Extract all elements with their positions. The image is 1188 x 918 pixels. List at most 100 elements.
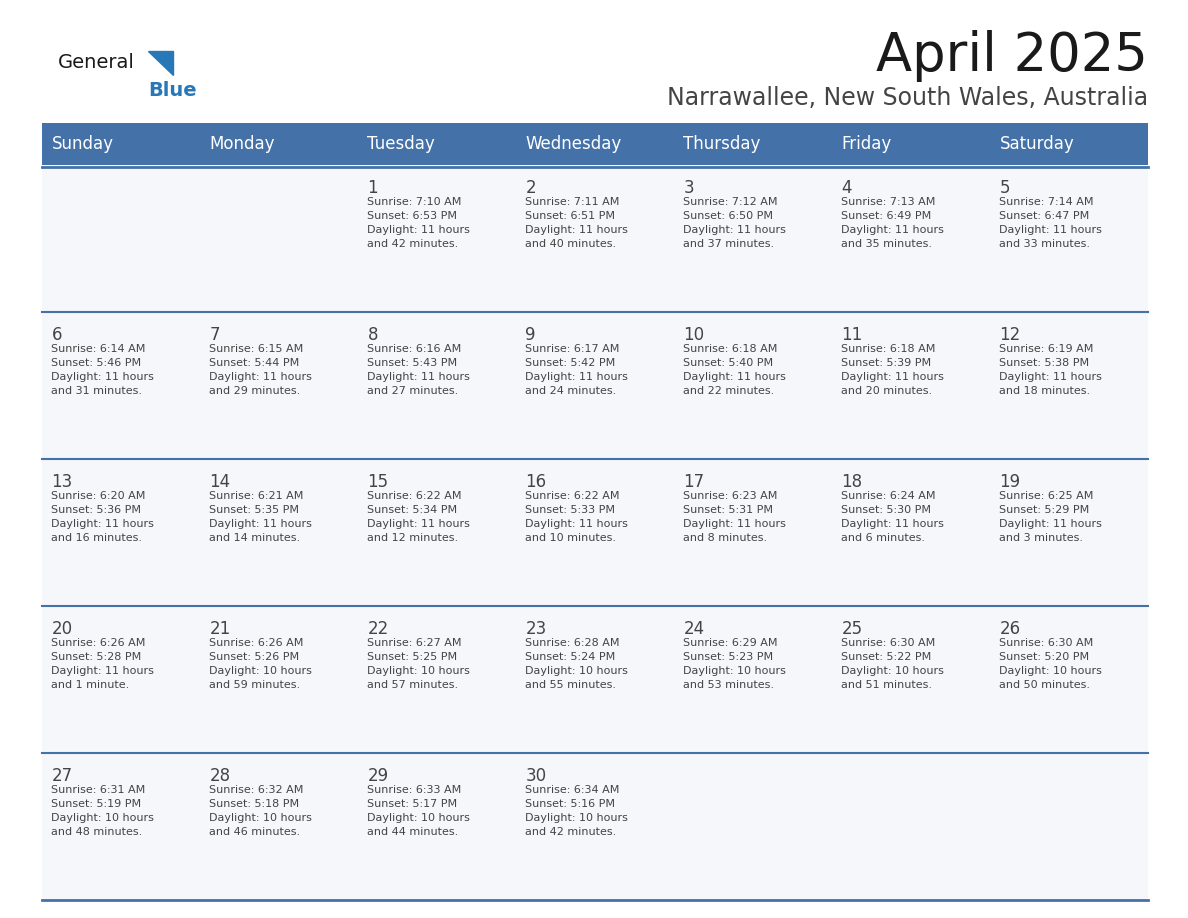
Text: 4: 4: [841, 179, 852, 197]
Text: Sunrise: 6:19 AM
Sunset: 5:38 PM
Daylight: 11 hours
and 18 minutes.: Sunrise: 6:19 AM Sunset: 5:38 PM Dayligh…: [999, 344, 1102, 396]
Bar: [674, 165, 832, 312]
Text: Blue: Blue: [148, 81, 197, 99]
Text: Sunrise: 6:30 AM
Sunset: 5:20 PM
Daylight: 10 hours
and 50 minutes.: Sunrise: 6:30 AM Sunset: 5:20 PM Dayligh…: [999, 638, 1102, 690]
Bar: [516, 459, 674, 606]
Text: Sunrise: 6:22 AM
Sunset: 5:33 PM
Daylight: 11 hours
and 10 minutes.: Sunrise: 6:22 AM Sunset: 5:33 PM Dayligh…: [525, 491, 628, 543]
Text: 1: 1: [367, 179, 378, 197]
Text: 27: 27: [51, 767, 72, 785]
Bar: [358, 165, 516, 312]
Bar: [990, 312, 1148, 459]
Text: Sunrise: 7:10 AM
Sunset: 6:53 PM
Daylight: 11 hours
and 42 minutes.: Sunrise: 7:10 AM Sunset: 6:53 PM Dayligh…: [367, 197, 470, 249]
Bar: [674, 606, 832, 753]
Bar: [42, 459, 200, 606]
Text: Sunrise: 7:12 AM
Sunset: 6:50 PM
Daylight: 11 hours
and 37 minutes.: Sunrise: 7:12 AM Sunset: 6:50 PM Dayligh…: [683, 197, 786, 249]
Bar: [832, 165, 990, 312]
Text: 29: 29: [367, 767, 388, 785]
Text: 26: 26: [999, 620, 1020, 638]
Bar: [990, 606, 1148, 753]
Bar: [200, 753, 358, 900]
Text: Sunrise: 6:14 AM
Sunset: 5:46 PM
Daylight: 11 hours
and 31 minutes.: Sunrise: 6:14 AM Sunset: 5:46 PM Dayligh…: [51, 344, 154, 396]
Text: Tuesday: Tuesday: [367, 135, 435, 153]
Text: Sunrise: 6:33 AM
Sunset: 5:17 PM
Daylight: 10 hours
and 44 minutes.: Sunrise: 6:33 AM Sunset: 5:17 PM Dayligh…: [367, 785, 470, 837]
Text: Sunday: Sunday: [51, 135, 114, 153]
Bar: [358, 459, 516, 606]
Text: Monday: Monday: [209, 135, 274, 153]
Text: 23: 23: [525, 620, 546, 638]
Text: Sunrise: 6:17 AM
Sunset: 5:42 PM
Daylight: 11 hours
and 24 minutes.: Sunrise: 6:17 AM Sunset: 5:42 PM Dayligh…: [525, 344, 628, 396]
Bar: [832, 753, 990, 900]
Bar: [832, 459, 990, 606]
Bar: [358, 753, 516, 900]
Text: Sunrise: 7:14 AM
Sunset: 6:47 PM
Daylight: 11 hours
and 33 minutes.: Sunrise: 7:14 AM Sunset: 6:47 PM Dayligh…: [999, 197, 1102, 249]
Text: Sunrise: 6:21 AM
Sunset: 5:35 PM
Daylight: 11 hours
and 14 minutes.: Sunrise: 6:21 AM Sunset: 5:35 PM Dayligh…: [209, 491, 312, 543]
Bar: [200, 459, 358, 606]
Text: Wednesday: Wednesday: [525, 135, 621, 153]
Text: 5: 5: [999, 179, 1010, 197]
Text: Sunrise: 6:24 AM
Sunset: 5:30 PM
Daylight: 11 hours
and 6 minutes.: Sunrise: 6:24 AM Sunset: 5:30 PM Dayligh…: [841, 491, 944, 543]
Text: 7: 7: [209, 326, 220, 344]
Text: Friday: Friday: [841, 135, 892, 153]
Bar: [42, 165, 200, 312]
Bar: [42, 753, 200, 900]
Text: 28: 28: [209, 767, 230, 785]
Text: 11: 11: [841, 326, 862, 344]
Text: Sunrise: 6:29 AM
Sunset: 5:23 PM
Daylight: 10 hours
and 53 minutes.: Sunrise: 6:29 AM Sunset: 5:23 PM Dayligh…: [683, 638, 786, 690]
Text: Sunrise: 6:23 AM
Sunset: 5:31 PM
Daylight: 11 hours
and 8 minutes.: Sunrise: 6:23 AM Sunset: 5:31 PM Dayligh…: [683, 491, 786, 543]
Bar: [42, 312, 200, 459]
Text: Sunrise: 7:11 AM
Sunset: 6:51 PM
Daylight: 11 hours
and 40 minutes.: Sunrise: 7:11 AM Sunset: 6:51 PM Dayligh…: [525, 197, 628, 249]
Text: 17: 17: [683, 473, 704, 491]
Text: 30: 30: [525, 767, 546, 785]
Text: 21: 21: [209, 620, 230, 638]
Text: Sunrise: 6:25 AM
Sunset: 5:29 PM
Daylight: 11 hours
and 3 minutes.: Sunrise: 6:25 AM Sunset: 5:29 PM Dayligh…: [999, 491, 1102, 543]
Bar: [516, 606, 674, 753]
Text: Sunrise: 6:34 AM
Sunset: 5:16 PM
Daylight: 10 hours
and 42 minutes.: Sunrise: 6:34 AM Sunset: 5:16 PM Dayligh…: [525, 785, 628, 837]
Text: Sunrise: 6:15 AM
Sunset: 5:44 PM
Daylight: 11 hours
and 29 minutes.: Sunrise: 6:15 AM Sunset: 5:44 PM Dayligh…: [209, 344, 312, 396]
Bar: [358, 312, 516, 459]
Bar: [42, 606, 200, 753]
Text: Sunrise: 6:27 AM
Sunset: 5:25 PM
Daylight: 10 hours
and 57 minutes.: Sunrise: 6:27 AM Sunset: 5:25 PM Dayligh…: [367, 638, 470, 690]
Text: General: General: [58, 53, 135, 73]
Text: Saturday: Saturday: [999, 135, 1074, 153]
Bar: [990, 459, 1148, 606]
Text: April 2025: April 2025: [876, 30, 1148, 82]
Bar: [516, 165, 674, 312]
Text: 10: 10: [683, 326, 704, 344]
Text: Sunrise: 6:32 AM
Sunset: 5:18 PM
Daylight: 10 hours
and 46 minutes.: Sunrise: 6:32 AM Sunset: 5:18 PM Dayligh…: [209, 785, 312, 837]
Text: Sunrise: 6:31 AM
Sunset: 5:19 PM
Daylight: 10 hours
and 48 minutes.: Sunrise: 6:31 AM Sunset: 5:19 PM Dayligh…: [51, 785, 154, 837]
Text: 6: 6: [51, 326, 62, 344]
Text: 2: 2: [525, 179, 536, 197]
Text: 14: 14: [209, 473, 230, 491]
Bar: [42, 123, 1148, 165]
Text: 24: 24: [683, 620, 704, 638]
Text: 25: 25: [841, 620, 862, 638]
Text: Sunrise: 6:18 AM
Sunset: 5:40 PM
Daylight: 11 hours
and 22 minutes.: Sunrise: 6:18 AM Sunset: 5:40 PM Dayligh…: [683, 344, 786, 396]
Text: 19: 19: [999, 473, 1020, 491]
Text: 9: 9: [525, 326, 536, 344]
Bar: [200, 312, 358, 459]
Bar: [200, 165, 358, 312]
Text: 13: 13: [51, 473, 72, 491]
Text: Sunrise: 6:16 AM
Sunset: 5:43 PM
Daylight: 11 hours
and 27 minutes.: Sunrise: 6:16 AM Sunset: 5:43 PM Dayligh…: [367, 344, 470, 396]
Text: Sunrise: 7:13 AM
Sunset: 6:49 PM
Daylight: 11 hours
and 35 minutes.: Sunrise: 7:13 AM Sunset: 6:49 PM Dayligh…: [841, 197, 944, 249]
Text: Sunrise: 6:22 AM
Sunset: 5:34 PM
Daylight: 11 hours
and 12 minutes.: Sunrise: 6:22 AM Sunset: 5:34 PM Dayligh…: [367, 491, 470, 543]
Text: Sunrise: 6:20 AM
Sunset: 5:36 PM
Daylight: 11 hours
and 16 minutes.: Sunrise: 6:20 AM Sunset: 5:36 PM Dayligh…: [51, 491, 154, 543]
Text: 8: 8: [367, 326, 378, 344]
Text: Sunrise: 6:26 AM
Sunset: 5:26 PM
Daylight: 10 hours
and 59 minutes.: Sunrise: 6:26 AM Sunset: 5:26 PM Dayligh…: [209, 638, 312, 690]
Text: Thursday: Thursday: [683, 135, 760, 153]
Text: Sunrise: 6:28 AM
Sunset: 5:24 PM
Daylight: 10 hours
and 55 minutes.: Sunrise: 6:28 AM Sunset: 5:24 PM Dayligh…: [525, 638, 628, 690]
Bar: [674, 459, 832, 606]
Bar: [200, 606, 358, 753]
Bar: [516, 312, 674, 459]
Text: 22: 22: [367, 620, 388, 638]
Bar: [358, 606, 516, 753]
Polygon shape: [148, 51, 173, 75]
Bar: [674, 312, 832, 459]
Bar: [832, 606, 990, 753]
Bar: [990, 165, 1148, 312]
Text: Sunrise: 6:26 AM
Sunset: 5:28 PM
Daylight: 11 hours
and 1 minute.: Sunrise: 6:26 AM Sunset: 5:28 PM Dayligh…: [51, 638, 154, 690]
Bar: [516, 753, 674, 900]
Bar: [990, 753, 1148, 900]
Text: 20: 20: [51, 620, 72, 638]
Bar: [832, 312, 990, 459]
Text: 3: 3: [683, 179, 694, 197]
